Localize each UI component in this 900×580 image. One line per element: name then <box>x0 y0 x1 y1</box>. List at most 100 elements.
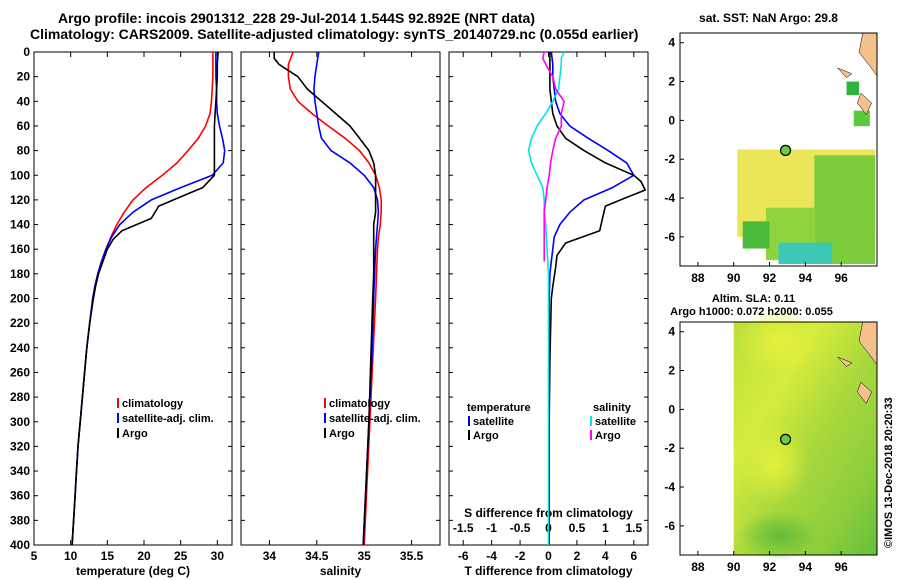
map-title: Altim. SLA: 0.11 <box>712 293 795 305</box>
y-tick-label: -2 <box>664 152 675 166</box>
plot-frame <box>240 51 441 546</box>
map-sst_map: 88 90 92 94 96 4 2 0 -2 -4 -6 sat. SST: NaN Argo: 2… <box>664 11 878 285</box>
y-tick-label: -6 <box>664 519 675 533</box>
x-tick-label: 96 <box>835 560 849 574</box>
y-tick-label: 140 <box>10 218 30 232</box>
y-tick-label: 280 <box>10 390 30 404</box>
plot-frame <box>33 51 233 546</box>
y-tick-label: 0 <box>668 402 675 416</box>
argo-position-marker <box>779 144 792 156</box>
panel-salinity: 34 34.5 35 35.5 salinity climatology satellite… <box>240 51 441 578</box>
x-tick-label: 92 <box>763 560 777 574</box>
x-tick-label: 34.5 <box>305 549 329 563</box>
x-axis-label: T difference from climatology <box>464 564 632 578</box>
x-tick-label: 15 <box>101 549 115 563</box>
series-t-argo <box>548 52 647 545</box>
x-tick-label: 2 <box>574 549 581 563</box>
x-tick-label: 6 <box>630 549 637 563</box>
y-tick-label: 80 <box>17 144 31 158</box>
x-tick-label: 35.5 <box>400 549 424 563</box>
panel-differences: -6 -4 -2 0 2 4 6T difference from climatology -… <box>448 51 649 578</box>
top-x-tick-label: -1 <box>486 521 497 535</box>
series-satellite-adj-clim- <box>71 52 226 546</box>
y-tick-label: -4 <box>664 191 675 205</box>
x-tick-label: -6 <box>458 549 469 563</box>
top-x-tick-label: 0.5 <box>569 521 586 535</box>
y-tick-label: 240 <box>10 341 30 355</box>
x-tick-label: 94 <box>799 560 813 574</box>
x-tick-label: 96 <box>835 271 849 285</box>
y-tick-label: 380 <box>10 513 30 527</box>
y-tick-label: -4 <box>664 480 675 494</box>
map-frame <box>679 32 878 267</box>
legend-label: Argo <box>473 430 499 442</box>
x-tick-label: -2 <box>515 549 526 563</box>
land-nias <box>857 92 872 116</box>
y-tick-label: 200 <box>10 292 30 306</box>
map-title: sat. SST: NaN Argo: 29.8 <box>699 11 838 25</box>
y-tick-label: 260 <box>10 365 30 379</box>
top-x-tick-label: 1 <box>602 521 609 535</box>
x-tick-label: 92 <box>763 271 777 285</box>
chart-title-line2: Climatology: CARS2009. Satellite-adjuste… <box>30 26 639 42</box>
x-tick-label: 35 <box>358 549 372 563</box>
sst-green-patch <box>846 81 860 96</box>
x-tick-label: 94 <box>799 271 813 285</box>
x-tick-label: 20 <box>137 549 151 563</box>
sla-low-blob <box>738 510 819 561</box>
y-tick-label: 340 <box>10 464 30 478</box>
land-simeulue <box>837 356 853 367</box>
land-sumatra <box>858 32 878 77</box>
x-tick-label: 0 <box>545 549 552 563</box>
legend-label: Argo <box>329 428 355 440</box>
y-tick-label: 180 <box>10 267 30 281</box>
credit-text: ©IMOS 13-Dec-2018 20:20:33 <box>883 397 895 548</box>
y-tick-label: 400 <box>10 538 30 552</box>
argo-position-marker <box>779 433 792 445</box>
y-tick-label: 360 <box>10 489 30 503</box>
sla-high-blob <box>738 306 819 377</box>
legend-label: satellite <box>595 416 636 428</box>
y-tick-label: 2 <box>668 364 675 378</box>
legend-label: climatology <box>122 398 184 410</box>
x-tick-label: 25 <box>174 549 188 563</box>
legend-label: Argo <box>595 430 621 442</box>
legend-title-salinity: salinity <box>593 402 632 414</box>
y-tick-label: 40 <box>17 94 31 108</box>
map-sla_map: 88 90 92 94 96 4 2 0 -2 -4 -6 Altim. SLA: 0.11Argo … <box>664 293 878 574</box>
x-tick-label: 4 <box>602 549 609 563</box>
y-tick-label: 2 <box>668 75 675 89</box>
series-s-argo <box>541 51 565 262</box>
y-tick-label: 60 <box>17 119 31 133</box>
y-tick-label: 320 <box>10 439 30 453</box>
chart-title-line1: Argo profile: incois 2901312_228 29-Jul-… <box>58 10 536 26</box>
map-subtitle: Argo h1000: 0.072 h2000: 0.055 <box>670 306 833 318</box>
sst-field <box>737 81 876 265</box>
series-climatology <box>287 51 383 546</box>
y-tick-label: 220 <box>10 316 30 330</box>
x-axis-label: salinity <box>320 564 362 578</box>
series-argo <box>273 52 377 546</box>
y-tick-label: 4 <box>668 325 675 339</box>
land-simeulue <box>837 67 853 78</box>
x-tick-label: 5 <box>31 549 38 563</box>
y-tick-label: 120 <box>10 193 30 207</box>
legend-label: satellite-adj. clim. <box>329 413 421 425</box>
y-tick-label: -6 <box>664 230 675 244</box>
y-tick-label: 100 <box>10 168 30 182</box>
y-tick-label: 300 <box>10 415 30 429</box>
y-tick-label: 0 <box>23 45 30 59</box>
x-axis-label: temperature (deg C) <box>76 564 190 578</box>
x-tick-label: 90 <box>727 271 741 285</box>
x-tick-label: -4 <box>486 549 497 563</box>
series-argo <box>71 51 219 546</box>
panel-temperature: 0 20 40 60 80 100 120 140 160 180 200 220 240 260 280 3… <box>10 45 233 578</box>
top-x-tick-label: -0.5 <box>510 521 531 535</box>
x-tick-label: 88 <box>691 560 705 574</box>
y-tick-label: 160 <box>10 242 30 256</box>
series-satellite-adj-clim- <box>313 51 380 546</box>
sst-green-patch <box>742 221 770 249</box>
legend-title-temperature: temperature <box>467 402 531 414</box>
land-nias <box>857 381 872 405</box>
